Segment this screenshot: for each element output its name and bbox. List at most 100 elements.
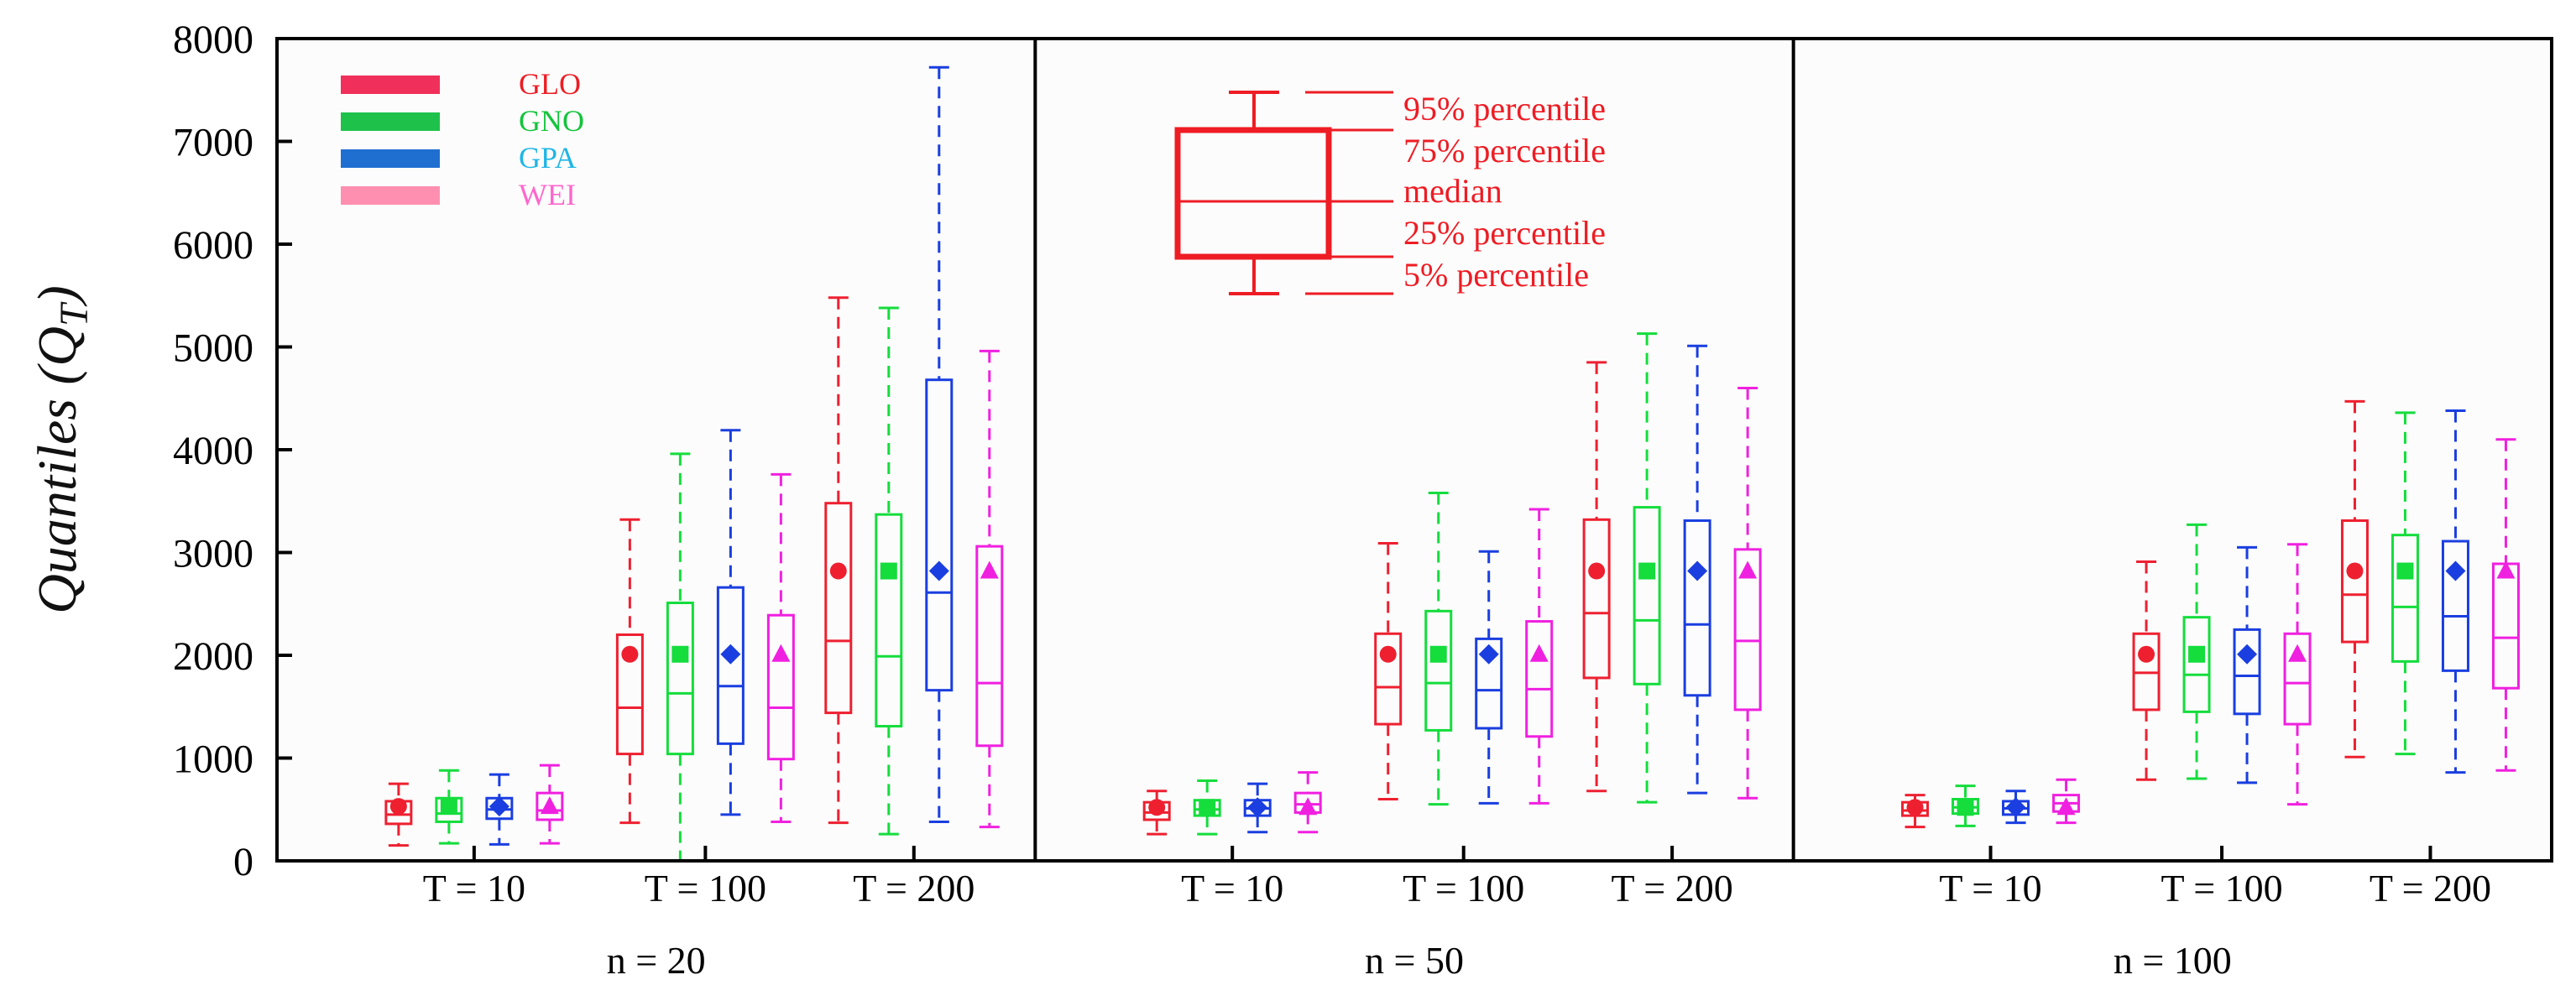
box-wei: [2283, 543, 2312, 806]
box-glo: [1374, 541, 1403, 800]
true-value-marker: [720, 644, 741, 665]
iqr-box: [1525, 620, 1554, 738]
x-tick-label: T = 10: [423, 867, 525, 910]
y-tick-label: 7000: [173, 121, 253, 165]
true-value-marker: [2496, 560, 2516, 579]
iqr-box: [1582, 518, 1611, 680]
iqr-box: [824, 502, 853, 715]
iqr-box: [2441, 539, 2469, 672]
box-gno: [2391, 411, 2419, 756]
true-value-marker: [2237, 644, 2258, 665]
true-value-marker: [2445, 560, 2466, 581]
true-value-marker: [1247, 797, 1268, 818]
true-value-marker: [2396, 562, 2414, 580]
true-value-marker: [1638, 562, 1656, 580]
iqr-box: [925, 378, 954, 692]
iqr-box: [2283, 632, 2312, 726]
box-glo: [384, 782, 413, 847]
true-value-marker: [1379, 645, 1397, 663]
true-value-marker: [2188, 645, 2206, 663]
true-value-marker: [980, 560, 999, 579]
key-label: 75% percentile: [1403, 132, 1606, 169]
panel-label: n = 50: [1365, 939, 1464, 982]
box-glo: [1142, 790, 1171, 836]
iqr-box: [615, 633, 644, 756]
x-tick-label: T = 10: [1181, 867, 1283, 910]
box-gno: [1424, 491, 1453, 806]
legend-swatch: [341, 76, 440, 94]
true-value-marker: [1687, 560, 1708, 581]
y-axis-label-close: ): [27, 285, 88, 307]
key-box: [1174, 127, 1332, 260]
true-value-marker: [540, 796, 559, 815]
box-gpa: [1683, 344, 1711, 795]
iqr-box: [2182, 616, 2211, 713]
iqr-box: [716, 586, 745, 745]
true-value-marker: [1199, 799, 1216, 816]
y-axis-label: Quantiles (QT): [27, 285, 97, 613]
iqr-box: [766, 613, 795, 761]
true-value-marker: [2288, 644, 2307, 662]
box-gno: [875, 306, 903, 836]
box-wei: [1733, 387, 1762, 800]
iqr-box: [2233, 628, 2261, 716]
box-gpa: [2441, 409, 2469, 774]
legend-label: GLO: [519, 67, 581, 101]
true-value-marker: [2346, 562, 2364, 580]
true-value-marker: [1529, 644, 1549, 662]
true-value-marker: [671, 645, 689, 663]
box-glo: [2340, 399, 2369, 758]
box-gpa: [2233, 545, 2261, 784]
legend-label: GNO: [519, 104, 584, 138]
true-value-marker: [928, 560, 949, 581]
box-gno: [666, 452, 694, 863]
x-tick-label: T = 200: [1612, 867, 1733, 910]
box-gpa: [716, 429, 745, 816]
x-tick-label: T = 100: [1403, 867, 1524, 910]
iqr-box: [1424, 609, 1453, 732]
true-value-marker: [621, 645, 639, 663]
iqr-box: [666, 602, 694, 756]
y-tick-label: 5000: [173, 326, 253, 371]
key-label: 25% percentile: [1403, 214, 1606, 252]
true-value-marker: [1298, 797, 1318, 816]
panel-label: n = 100: [2114, 939, 2232, 982]
iqr-box: [875, 513, 903, 728]
box-wei: [1525, 508, 1554, 805]
y-axis-label-main: Quantiles (Q: [27, 326, 88, 614]
box-gno: [1952, 784, 1980, 827]
true-value-marker: [2056, 797, 2076, 816]
box-wei: [2052, 778, 2081, 825]
panel-label: n = 20: [607, 939, 706, 982]
x-tick-label: T = 100: [2161, 867, 2282, 910]
y-tick-label: 2000: [173, 634, 253, 679]
box-gpa: [925, 65, 954, 823]
y-tick-label: 6000: [173, 223, 253, 268]
true-value-marker: [489, 796, 509, 817]
box-glo: [824, 296, 853, 825]
true-value-marker: [829, 562, 847, 580]
x-tick-label: T = 10: [1939, 867, 2041, 910]
box-gno: [435, 769, 463, 845]
true-value-marker: [1957, 799, 1974, 816]
y-axis-label-sub: T: [52, 301, 97, 326]
y-tick-label: 8000: [173, 18, 253, 62]
true-value-marker: [1478, 644, 1499, 665]
box-wei: [975, 349, 1004, 829]
box-gpa: [1243, 782, 1272, 834]
true-value-marker: [880, 562, 897, 580]
iqr-box: [536, 791, 564, 821]
iqr-box: [1733, 548, 1762, 711]
true-value-marker: [1738, 560, 1758, 579]
legend-swatch: [341, 186, 440, 205]
true-value-marker: [440, 798, 457, 816]
box-gpa: [485, 773, 514, 846]
box-gpa: [1475, 550, 1503, 805]
axes-layer: 0 1000 2000 3000 4000 5000 6000 7000 8000 n = 20 T…: [173, 18, 2553, 982]
key-label: 95% percentile: [1403, 90, 1606, 128]
box-wei: [1293, 771, 1322, 834]
box-gpa: [2002, 790, 2030, 825]
